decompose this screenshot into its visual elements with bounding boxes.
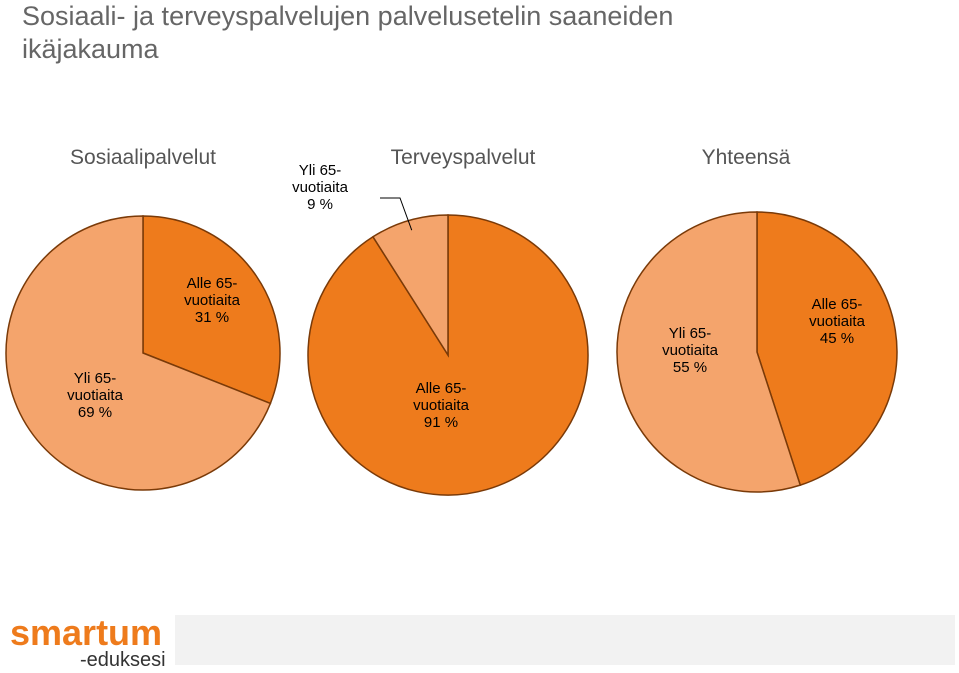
slice-value-label: 91 % <box>423 414 459 431</box>
pie-slice <box>5 215 272 491</box>
logo-tagline: -eduksesi <box>80 649 166 671</box>
slice-label: Alle 65-vuotiaita <box>184 275 240 309</box>
slice-label: Alle 65-vuotiaita <box>809 296 865 330</box>
slice-value-label: 31 % <box>194 309 230 326</box>
chart-title: Sosiaalipalvelut <box>70 146 216 169</box>
pie-slice <box>371 214 449 358</box>
slice-label: Yli 65-vuotiaita <box>292 162 348 196</box>
pie-slice <box>142 215 281 405</box>
logo-brand: smartum <box>10 612 162 653</box>
slice-value-label: 45 % <box>819 330 855 347</box>
slide-title: Sosiaali- ja terveyspalvelujen palveluse… <box>22 1 674 64</box>
slice-value-label: 9 % <box>307 196 333 213</box>
slice-label: Alle 65-vuotiaita <box>413 380 469 414</box>
chart-title: Terveyspalvelut <box>390 146 536 169</box>
slice-label: Yli 65-vuotiaita <box>67 370 123 404</box>
pie-slice <box>616 211 802 493</box>
chart-title: Yhteensä <box>701 146 791 169</box>
pie-slice <box>756 211 898 487</box>
slice-value-label: 55 % <box>672 359 708 376</box>
people-decoration <box>175 615 955 665</box>
slice-label: Yli 65-vuotiaita <box>662 325 718 359</box>
slice-value-label: 69 % <box>77 404 113 421</box>
leader-line <box>380 197 413 231</box>
